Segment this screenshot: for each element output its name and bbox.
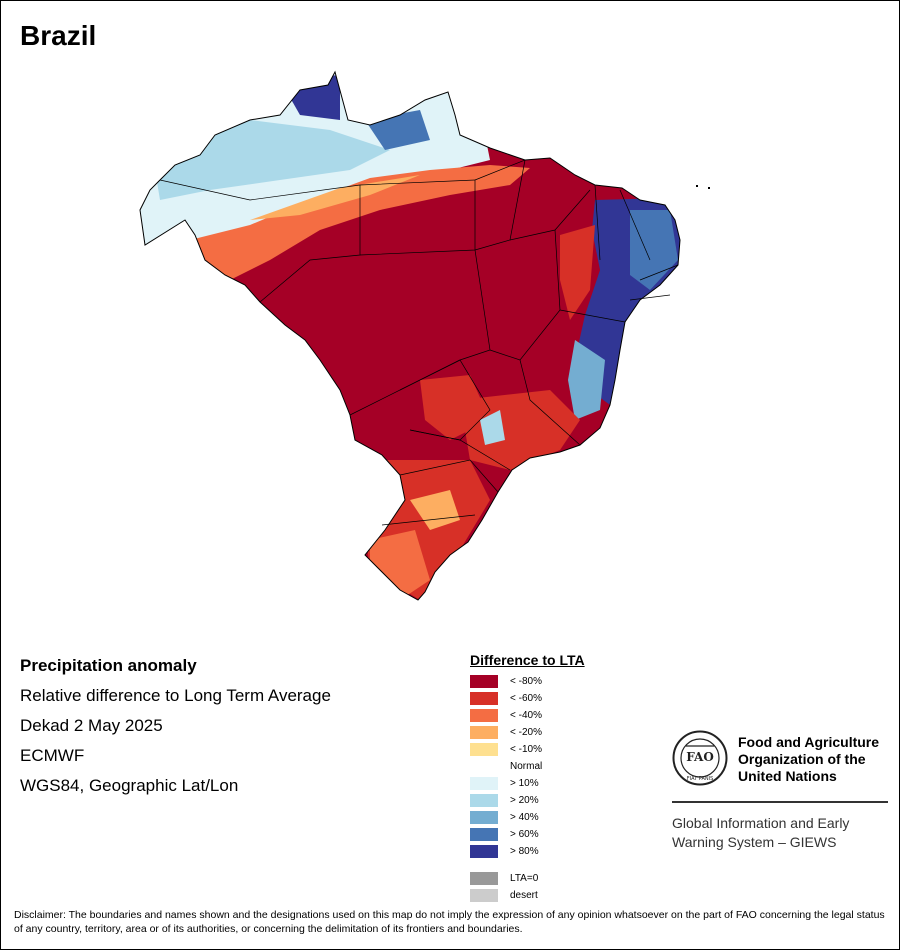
- fao-name-line: Food and Agriculture: [738, 734, 880, 750]
- transition-band-light: [250, 175, 420, 220]
- legend-swatch: [470, 845, 498, 858]
- legend-item: > 20%: [470, 793, 670, 810]
- legend-label: > 20%: [510, 795, 539, 806]
- legend-swatch: [470, 872, 498, 885]
- fao-logo-motto: FIAT PANIS: [687, 776, 714, 782]
- west-red-patch: [140, 290, 210, 325]
- legend-item: desert: [470, 888, 670, 905]
- northeast-red-band: [560, 225, 595, 320]
- legend-label: < -10%: [510, 744, 542, 755]
- legend-swatch: [470, 726, 498, 739]
- legend-swatch: [470, 709, 498, 722]
- central-red-patch: [420, 375, 490, 440]
- divider: [672, 801, 888, 803]
- legend-item: Normal: [470, 759, 670, 776]
- legend: Difference to LTA < -80% < -60% < -40% < -2…: [470, 652, 670, 905]
- northeast-wet: [630, 210, 678, 290]
- legend-label: > 80%: [510, 846, 539, 857]
- legend-item: > 80%: [470, 844, 670, 861]
- legend-item: < -20%: [470, 725, 670, 742]
- legend-swatch: [470, 828, 498, 841]
- legend-item: > 40%: [470, 810, 670, 827]
- legend-item: < -40%: [470, 708, 670, 725]
- legend-swatch: [470, 889, 498, 902]
- legend-swatch: [470, 811, 498, 824]
- legend-items: < -80% < -60% < -40% < -20% < -10% Normal > 10…: [470, 674, 670, 861]
- legend-item: < -80%: [470, 674, 670, 691]
- legend-swatch: [470, 794, 498, 807]
- giews-name-line: Warning System – GIEWS: [672, 834, 837, 850]
- fao-branding: FAO FIAT PANIS Food and Agriculture Orga…: [672, 730, 888, 850]
- map-title: Brazil: [20, 20, 97, 51]
- legend-label: < -60%: [510, 693, 542, 704]
- state-boundaries: [159, 159, 679, 526]
- legend-label: < -80%: [510, 676, 542, 687]
- southeast-wet-spot: [480, 410, 505, 445]
- south-light-orange: [410, 490, 460, 530]
- anomaly-map: [130, 60, 730, 620]
- offshore-island: [696, 185, 698, 187]
- fao-logo-icon: FAO FIAT PANIS: [672, 730, 728, 786]
- legend-extra: LTA=0 desert: [470, 871, 670, 905]
- giews-name-line: Global Information and Early: [672, 815, 850, 831]
- legend-item: > 10%: [470, 776, 670, 793]
- legend-item: < -10%: [470, 742, 670, 759]
- legend-label: desert: [510, 890, 538, 901]
- fao-name-line: United Nations: [738, 768, 837, 784]
- legend-swatch: [470, 743, 498, 756]
- fao-name: Food and Agriculture Organization of the…: [738, 734, 888, 785]
- transition-band: [140, 165, 530, 300]
- legend-label: LTA=0: [510, 873, 539, 884]
- east-coast-wet: [568, 340, 605, 420]
- info-line: Dekad 2 May 2025: [20, 716, 163, 735]
- map-info: Precipitation anomaly Relative differenc…: [20, 656, 331, 806]
- info-heading: Precipitation anomaly: [20, 656, 197, 675]
- country-outline: [139, 70, 681, 601]
- legend-label: > 60%: [510, 829, 539, 840]
- legend-label: > 10%: [510, 778, 539, 789]
- info-line: ECMWF: [20, 746, 85, 765]
- legend-swatch: [470, 760, 498, 773]
- info-line: WGS84, Geographic Lat/Lon: [20, 776, 239, 795]
- legend-swatch: [470, 692, 498, 705]
- fao-logo-letters: FAO: [686, 750, 714, 764]
- info-line: Relative difference to Long Term Average: [20, 686, 331, 705]
- disclaimer: Disclaimer: The boundaries and names sho…: [14, 909, 885, 935]
- legend-swatch: [470, 777, 498, 790]
- offshore-island: [708, 187, 710, 189]
- legend-label: < -20%: [510, 727, 542, 738]
- legend-label: Normal: [510, 761, 543, 772]
- legend-item: < -60%: [470, 691, 670, 708]
- legend-label: < -40%: [510, 710, 542, 721]
- giews-name: Global Information and Early Warning Sys…: [672, 814, 888, 852]
- legend-item: > 60%: [470, 827, 670, 844]
- legend-title: Difference to LTA: [470, 652, 585, 668]
- legend-label: > 40%: [510, 812, 539, 823]
- legend-swatch: [470, 675, 498, 688]
- fao-name-line: Organization of the: [738, 751, 866, 767]
- legend-item: LTA=0: [470, 871, 670, 888]
